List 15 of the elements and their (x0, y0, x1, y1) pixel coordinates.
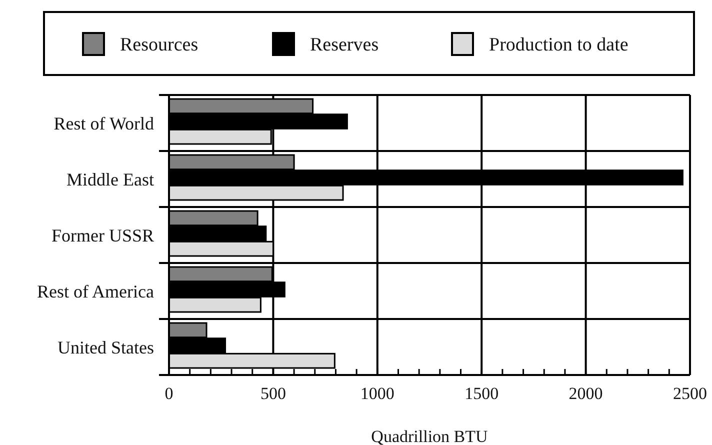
y-tick-label: Middle East (66, 169, 154, 190)
y-tick-label: United States (58, 337, 154, 358)
x-tick-label: 500 (260, 384, 286, 404)
x-tick-label: 0 (164, 384, 174, 404)
legend-label: Reserves (310, 34, 379, 56)
legend-label: Resources (120, 34, 198, 56)
x-tick-label: 1500 (464, 384, 499, 404)
x-tick-label: 2500 (673, 384, 707, 404)
x-tick-label: 2000 (568, 384, 603, 404)
x-tick-label: 1000 (360, 384, 394, 404)
y-tick-label: Rest of America (37, 281, 154, 302)
x-axis-title: Quadrillion BTU (371, 427, 488, 445)
y-tick-label: Former USSR (51, 225, 154, 246)
y-tick-label: Rest of World (54, 113, 154, 134)
legend-label: Production to date (489, 34, 628, 56)
